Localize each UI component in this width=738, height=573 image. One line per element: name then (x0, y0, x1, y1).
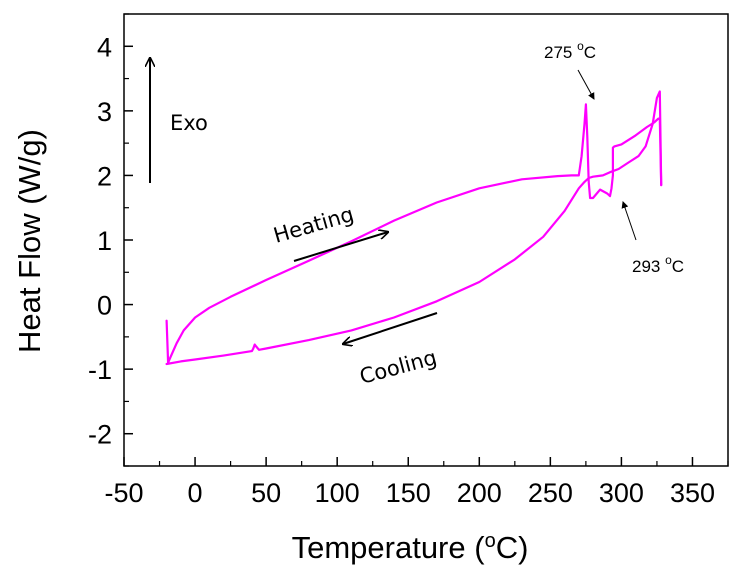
peak-293-label: 293 oC (632, 253, 684, 276)
y-tick-label: -2 (88, 420, 112, 450)
x-tick-label: 0 (188, 478, 203, 508)
series-line-2 (165, 90, 663, 366)
x-axis-title: Temperature (oC) (292, 530, 529, 565)
cooling-arrow (343, 312, 438, 344)
y-tick-label: 0 (97, 291, 112, 321)
y-tick-label: 1 (97, 226, 112, 256)
peak-275-label: 275 oC (544, 39, 596, 62)
exo-label: Exo (170, 111, 208, 135)
x-tick-label: -50 (104, 478, 143, 508)
cooling-label: Cooling (357, 345, 439, 389)
x-tick-label: 250 (528, 478, 573, 508)
y-axis-ticks: -2 -1 0 1 2 3 4 (88, 13, 133, 467)
y-tick-label: 2 (97, 161, 112, 191)
plot-frame (123, 13, 729, 467)
heating-label: Heating (271, 202, 357, 248)
y-tick-label: 4 (97, 32, 112, 62)
heating-arrow (293, 232, 388, 262)
y-tick-label: 3 (97, 97, 112, 127)
series-line-1 (165, 103, 663, 364)
y-tick-label: -1 (88, 355, 112, 385)
peak-293-arrow (621, 201, 637, 241)
x-tick-label: 300 (599, 478, 644, 508)
peak-275-arrow (577, 69, 595, 100)
x-tick-label: 200 (457, 478, 502, 508)
x-tick-label: 350 (670, 478, 715, 508)
x-tick-label: 100 (315, 478, 360, 508)
x-tick-label: 150 (386, 478, 431, 508)
y-axis-title: Heat Flow (W/g) (12, 129, 47, 353)
x-axis-ticks: -50 0 50 100 150 200 250 300 350 (104, 457, 729, 508)
data-lines (165, 90, 663, 366)
x-tick-label: 50 (251, 478, 281, 508)
